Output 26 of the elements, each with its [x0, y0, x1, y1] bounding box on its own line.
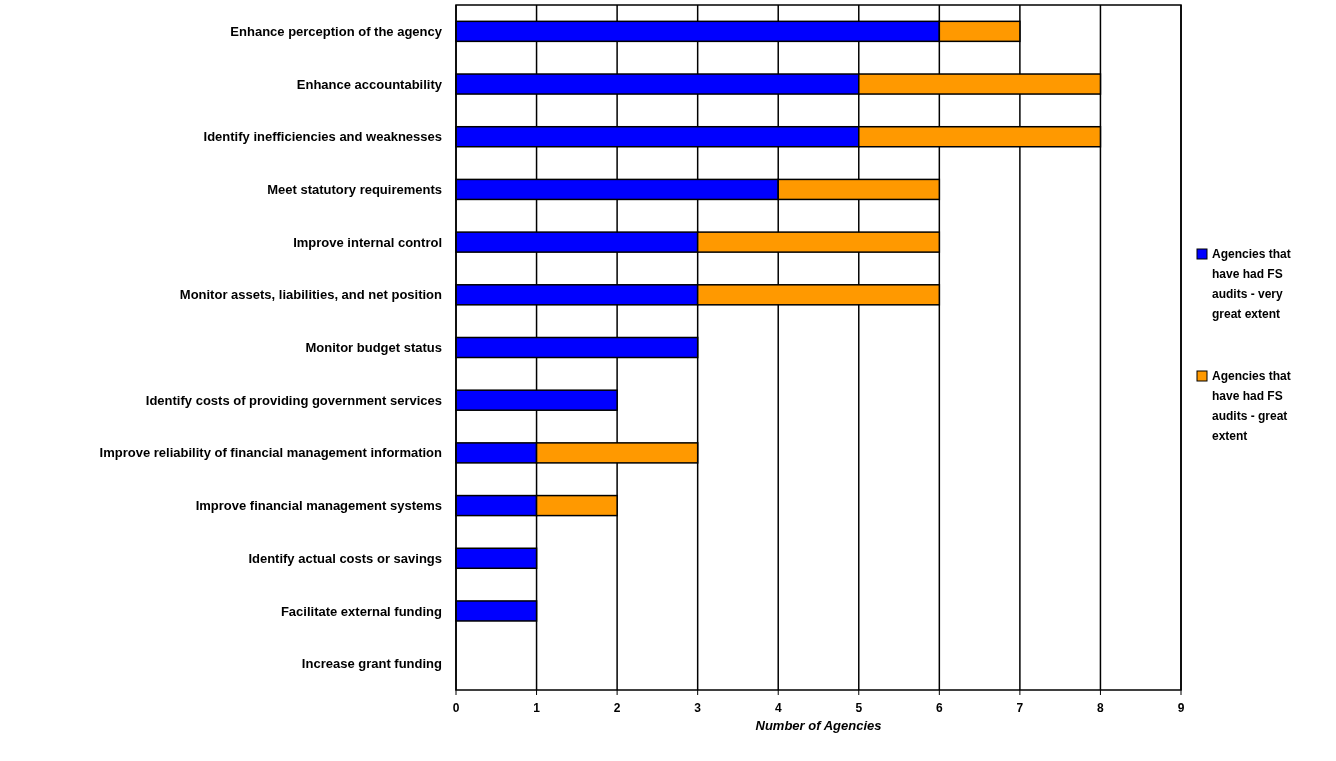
x-tick-label: 3: [694, 701, 702, 715]
x-axis-title: Number of Agencies: [755, 718, 882, 733]
x-tick-label: 9: [1177, 701, 1185, 715]
x-tick-label: 4: [774, 701, 782, 715]
x-tick-label: 6: [935, 701, 943, 715]
legend-label: Agencies that have had FS audits - very great extent: [1212, 247, 1291, 321]
y-tick-label: Improve reliability of financial management information: [99, 445, 443, 461]
x-tick-label: 0: [452, 701, 460, 715]
x-tick-label: 7: [1016, 701, 1024, 715]
x-tick-label: 5: [855, 701, 863, 715]
y-tick-label: Identify actual costs or savings: [248, 550, 442, 566]
legend-label: Agencies that have had FS audits - great extent: [1212, 369, 1291, 443]
x-tick-label: 8: [1097, 701, 1105, 715]
y-tick-label: Identify inefficiencies and weaknesses: [203, 129, 442, 145]
y-tick-label: Increase grant funding: [301, 656, 443, 672]
y-tick-label: Facilitate external funding: [280, 603, 443, 619]
y-tick-label: Monitor assets, liabilities, and net position: [179, 287, 443, 303]
y-tick-label: Enhance perception of the agency: [230, 23, 443, 39]
y-tick-label: Identify costs of providing government services: [145, 392, 442, 408]
x-tick-label: 1: [533, 701, 541, 715]
y-tick-label: Enhance accountability: [296, 76, 443, 92]
y-tick-label: Improve internal control: [293, 234, 442, 250]
y-tick-label: Improve financial management systems: [195, 498, 442, 514]
y-tick-label: Monitor budget status: [305, 340, 442, 356]
y-tick-label: Meet statutory requirements: [267, 181, 442, 197]
x-tick-label: 2: [613, 701, 621, 715]
